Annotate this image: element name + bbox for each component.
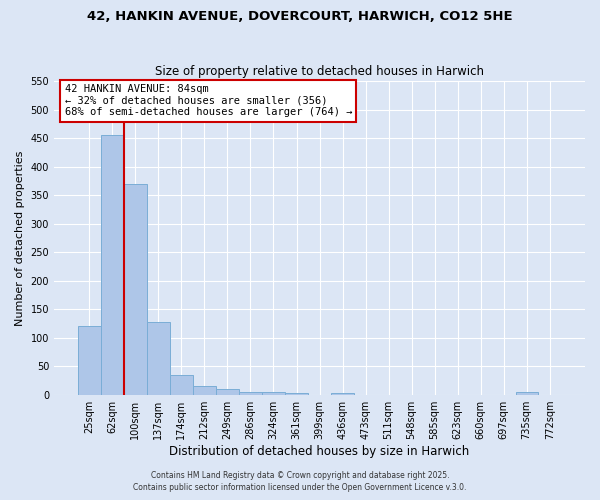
X-axis label: Distribution of detached houses by size in Harwich: Distribution of detached houses by size …: [169, 444, 470, 458]
Bar: [147, 322, 170, 394]
Bar: [515, 392, 538, 394]
Bar: [193, 386, 215, 394]
Bar: [78, 326, 101, 394]
Text: Contains HM Land Registry data © Crown copyright and database right 2025.
Contai: Contains HM Land Registry data © Crown c…: [133, 471, 467, 492]
Title: Size of property relative to detached houses in Harwich: Size of property relative to detached ho…: [155, 66, 484, 78]
Y-axis label: Number of detached properties: Number of detached properties: [15, 150, 25, 326]
Text: 42 HANKIN AVENUE: 84sqm
← 32% of detached houses are smaller (356)
68% of semi-d: 42 HANKIN AVENUE: 84sqm ← 32% of detache…: [65, 84, 352, 117]
Text: 42, HANKIN AVENUE, DOVERCOURT, HARWICH, CO12 5HE: 42, HANKIN AVENUE, DOVERCOURT, HARWICH, …: [87, 10, 513, 23]
Bar: [262, 392, 284, 394]
Bar: [239, 392, 262, 394]
Bar: [124, 184, 146, 394]
Bar: [101, 135, 124, 394]
Bar: [286, 393, 308, 394]
Bar: [216, 390, 239, 394]
Bar: [170, 374, 193, 394]
